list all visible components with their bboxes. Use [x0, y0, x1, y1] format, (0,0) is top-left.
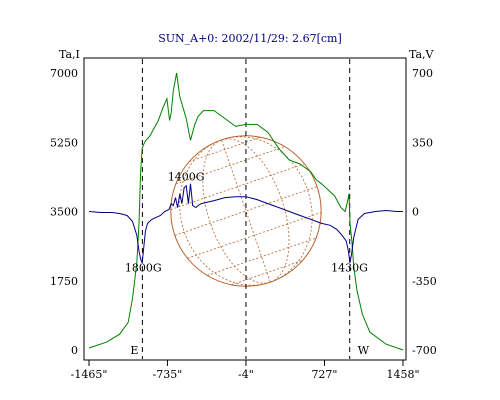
right-tick-label: 0: [412, 206, 419, 219]
x-tick-label: -735": [153, 368, 183, 381]
left-tick-label: 0: [71, 344, 78, 357]
series-intensity-line: [88, 72, 404, 351]
plot-frame: [83, 57, 407, 361]
latitude-line: [174, 186, 318, 236]
x-tick-label: 1458": [386, 368, 419, 381]
longitude-line: [202, 139, 271, 284]
right-axis-label: Ta,V: [409, 48, 435, 61]
left-tick-label: 1750: [50, 275, 78, 288]
left-tick-label: 7000: [50, 67, 78, 80]
limb-markers: [141, 59, 351, 359]
west-label: W: [358, 344, 370, 357]
chart-title: SUN_A+0: 2002/11/29: 2.67[cm]: [158, 32, 342, 45]
x-tick-label: -1465": [71, 368, 108, 381]
left-tick-label: 5250: [50, 136, 78, 149]
longitude-line: [221, 136, 313, 283]
right-tick-label: 700: [412, 67, 433, 80]
longitude-line: [221, 138, 290, 283]
left-tick-label: 3500: [50, 206, 78, 219]
series-lines: [88, 72, 404, 351]
x-tick-label: 727": [311, 368, 337, 381]
latitude-line: [175, 146, 285, 185]
series-polarization-line: [88, 183, 403, 264]
latitude-line: [206, 237, 317, 276]
right-tick-label: -700: [412, 344, 437, 357]
latitude-line: [231, 260, 303, 286]
latitude-line: [187, 212, 322, 259]
longitude-line: [221, 139, 271, 283]
longitude-line: [179, 139, 271, 286]
left-axis-label: Ta,I: [59, 48, 80, 61]
field-strength-annotation: 1800G: [125, 262, 162, 275]
latitude-line: [170, 163, 305, 210]
right-tick-label: -350: [412, 275, 437, 288]
right-tick-label: 350: [412, 136, 433, 149]
x-tick-label: -4": [238, 368, 254, 381]
east-label: E: [130, 344, 138, 357]
field-strength-annotation: 1400G: [168, 171, 205, 184]
field-strength-annotation: 1430G: [331, 262, 368, 275]
tick-labels: -1465" -735" -4" 727" 1458"01750350052507000…: [50, 67, 437, 381]
axis-ticks: [88, 360, 404, 366]
annotations: 1400G 1800G 1430G E W: [125, 171, 370, 357]
